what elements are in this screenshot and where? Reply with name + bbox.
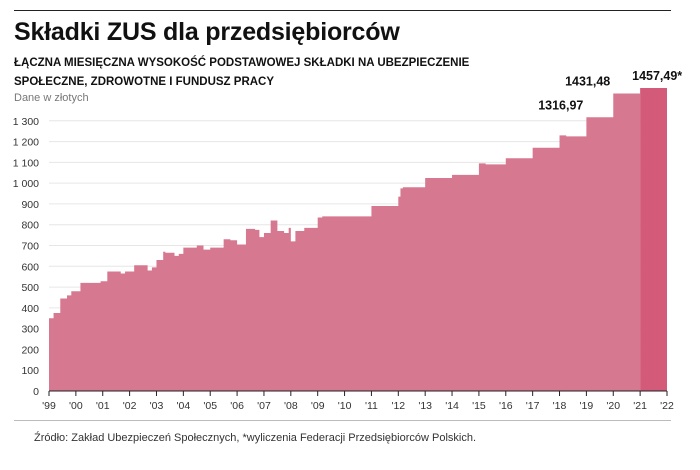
x-tick-label: '04: [177, 400, 191, 412]
y-tick-label: 1 300: [13, 116, 39, 128]
y-tick-label: 200: [21, 344, 39, 356]
y-tick-label: 700: [21, 241, 39, 253]
x-tick-label: '12: [391, 400, 405, 412]
chart-title: Składki ZUS dla przedsiębiorców: [14, 18, 400, 46]
y-tick-label: 1 100: [13, 157, 39, 169]
y-tick-label: 300: [21, 324, 39, 336]
bottom-rule: [14, 420, 671, 421]
x-tick-label: '19: [580, 400, 594, 412]
unit-label: Dane w złotych: [14, 92, 89, 104]
y-tick-label: 1 200: [13, 137, 39, 149]
data-labels: 1316,97 1431,48 1457,49*: [538, 69, 682, 112]
source-note: Źródło: Zakład Ubezpieczeń Społecznych, …: [34, 432, 477, 444]
x-tick-label: '00: [69, 400, 83, 412]
y-tick-label: 500: [21, 282, 39, 294]
x-tick-label: '18: [553, 400, 567, 412]
x-tick-label: '09: [311, 400, 325, 412]
x-tick-label: '17: [526, 400, 540, 412]
x-tick-label: '07: [257, 400, 271, 412]
x-tick-label: '10: [338, 400, 352, 412]
x-tick-label: '20: [606, 400, 620, 412]
data-label: 1316,97: [538, 98, 583, 112]
y-tick-label: 100: [21, 365, 39, 377]
subtitle-line-1: ŁĄCZNA MIESIĘCZNA WYSOKOŚĆ PODSTAWOWEJ S…: [14, 57, 470, 69]
chart-subtitle: ŁĄCZNA MIESIĘCZNA WYSOKOŚĆ PODSTAWOWEJ S…: [14, 54, 614, 92]
data-label: 1431,48: [565, 74, 610, 88]
x-tick-label: '99: [42, 400, 56, 412]
x-tick-label: '05: [203, 400, 217, 412]
area-series: [49, 88, 667, 391]
x-tick-label: '15: [472, 400, 486, 412]
data-label: 1457,49*: [632, 69, 682, 83]
x-tick-label: '06: [230, 400, 244, 412]
x-tick-label: '13: [418, 400, 432, 412]
x-tick-label: '01: [96, 400, 110, 412]
y-tick-label: 400: [21, 303, 39, 315]
axes: 0 100 200 300 400 500 600 700 800 900 1 000 1 100 1 …: [13, 116, 674, 412]
y-tick-label: 800: [21, 220, 39, 232]
x-tick-label: '22: [660, 400, 674, 412]
contribution-area: [49, 93, 641, 391]
x-tick-label: '03: [150, 400, 164, 412]
x-tick-label: '16: [499, 400, 513, 412]
highlight-area: [640, 88, 667, 391]
y-tick-label: 0: [33, 386, 39, 398]
x-tick-label: '14: [445, 400, 459, 412]
top-rule: [14, 10, 671, 11]
subtitle-line-2: SPOŁECZNE, ZDROWOTNE I FUNDUSZ PRACY: [14, 76, 275, 88]
x-tick-label: '08: [284, 400, 298, 412]
x-tick-label: '02: [123, 400, 137, 412]
x-tick-label: '11: [365, 400, 378, 412]
y-tick-label: 600: [21, 261, 39, 273]
y-tick-label: 1 000: [13, 178, 39, 190]
y-tick-label: 900: [21, 199, 39, 211]
x-tick-label: '21: [633, 400, 647, 412]
